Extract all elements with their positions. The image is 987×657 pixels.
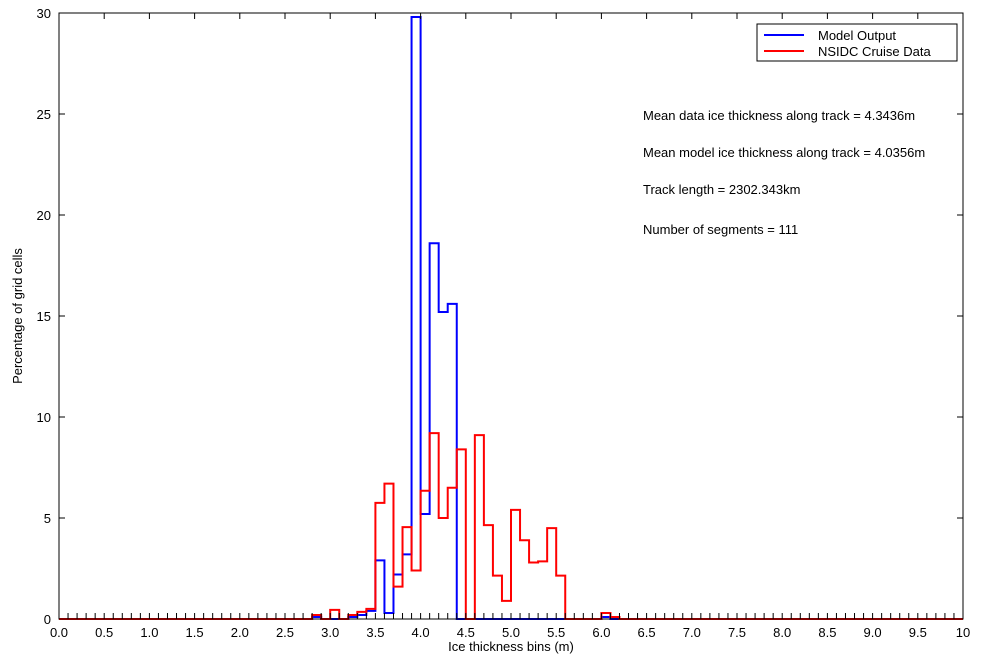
x-tick-label: 7.0 (683, 625, 701, 640)
x-tick-label: 6.5 (638, 625, 656, 640)
x-tick-label: 3.5 (366, 625, 384, 640)
x-tick-label: 4.0 (412, 625, 430, 640)
annotation-mean-model: Mean model ice thickness along track = 4… (643, 145, 925, 160)
x-tick-label: 3.0 (321, 625, 339, 640)
plot-frame (58, 12, 964, 620)
x-tick-label: 8.5 (818, 625, 836, 640)
x-tick-label: 2.5 (276, 625, 294, 640)
legend-label-model: Model Output (818, 28, 896, 43)
x-tick-label: 5.0 (502, 625, 520, 640)
x-tick-label: 5.5 (547, 625, 565, 640)
y-tick-label: 0 (44, 612, 51, 627)
legend-box (756, 23, 958, 62)
annotation-track-length: Track length = 2302.343km (643, 182, 800, 197)
annotations: Mean data ice thickness along track = 4.… (643, 108, 925, 237)
x-tick-label: 9.0 (864, 625, 882, 640)
y-tick-label: 20 (37, 208, 51, 223)
x-tick-label: 0.0 (50, 625, 68, 640)
y-tick-label: 30 (37, 6, 51, 21)
y-axis-label: Percentage of grid cells (10, 248, 25, 384)
y-tick-label: 10 (37, 410, 51, 425)
x-axis-label: Ice thickness bins (m) (448, 639, 574, 654)
x-tick-label: 6.0 (592, 625, 610, 640)
x-tick-label: 4.5 (457, 625, 475, 640)
y-tick-label: 15 (37, 309, 51, 324)
x-tick-label: 0.5 (95, 625, 113, 640)
y-tick-label: 25 (37, 107, 51, 122)
legend: Model Output NSIDC Cruise Data (756, 23, 958, 62)
legend-label-nsidc: NSIDC Cruise Data (818, 44, 931, 59)
x-tick-label: 2.0 (231, 625, 249, 640)
x-tick-label: 8.0 (773, 625, 791, 640)
y-tick-labels: 0 5 10 15 20 25 30 (37, 6, 51, 627)
x-tick-label: 9.5 (909, 625, 927, 640)
x-tick-label: 7.5 (728, 625, 746, 640)
y-tick-label: 5 (44, 511, 51, 526)
annotation-mean-data: Mean data ice thickness along track = 4.… (643, 108, 915, 123)
annotation-segments: Number of segments = 111 (643, 222, 798, 237)
x-tick-label: 1.5 (186, 625, 204, 640)
x-tick-label: 10 (956, 625, 970, 640)
x-tick-label: 1.0 (140, 625, 158, 640)
x-tick-labels: 0.0 0.5 1.0 1.5 2.0 2.5 3.0 3.5 4.0 4.5 5.0 5.5 6.0 6… (50, 625, 970, 640)
